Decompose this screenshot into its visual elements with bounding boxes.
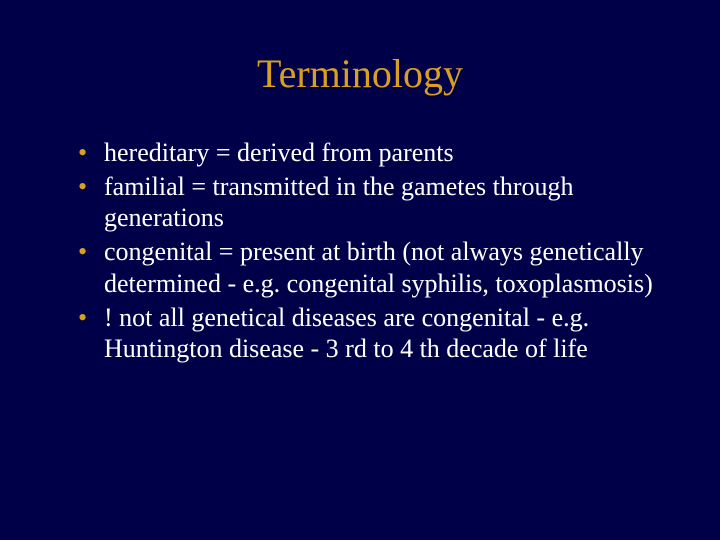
list-item: familial = transmitted in the gametes th… — [78, 171, 670, 234]
list-item-text: hereditary = derived from parents — [104, 138, 454, 167]
list-item-text: familial = transmitted in the gametes th… — [104, 172, 574, 233]
bullet-list: hereditary = derived from parents famili… — [50, 137, 670, 365]
list-item-text: ! not all genetical diseases are congeni… — [104, 303, 589, 364]
slide-container: Terminology hereditary = derived from pa… — [0, 0, 720, 540]
list-item: congenital = present at birth (not alway… — [78, 236, 670, 299]
slide-title: Terminology — [50, 50, 670, 97]
list-item-text: congenital = present at birth (not alway… — [104, 237, 653, 298]
list-item: hereditary = derived from parents — [78, 137, 670, 169]
list-item: ! not all genetical diseases are congeni… — [78, 302, 670, 365]
